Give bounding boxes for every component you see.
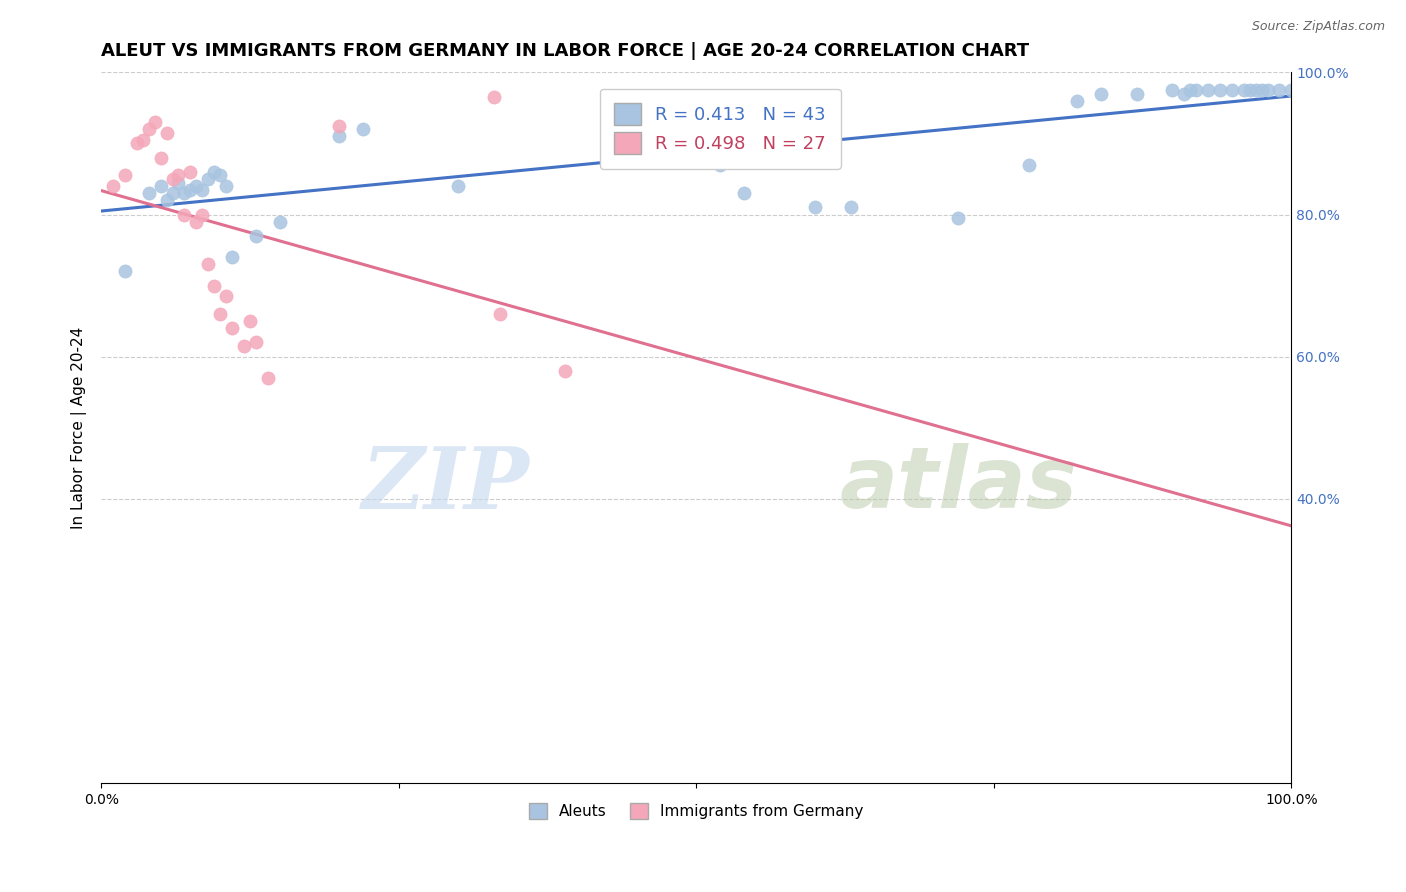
Point — [149, 179, 172, 194]
Point — [114, 169, 136, 183]
Point — [209, 169, 232, 183]
Point — [804, 201, 827, 215]
Point — [1209, 83, 1232, 97]
Point — [1185, 83, 1208, 97]
Point — [256, 371, 278, 385]
Point — [202, 165, 225, 179]
Point — [489, 307, 512, 321]
Text: atlas: atlas — [839, 443, 1077, 526]
Point — [269, 214, 291, 228]
Point — [101, 179, 124, 194]
Point — [1161, 83, 1184, 97]
Point — [167, 169, 190, 183]
Point — [1197, 83, 1219, 97]
Point — [162, 186, 184, 201]
Point — [328, 119, 350, 133]
Point — [179, 183, 201, 197]
Point — [138, 122, 160, 136]
Point — [179, 165, 201, 179]
Point — [197, 172, 219, 186]
Point — [155, 126, 177, 140]
Point — [1279, 83, 1302, 97]
Point — [143, 115, 166, 129]
Point — [191, 183, 214, 197]
Point — [197, 257, 219, 271]
Point — [447, 179, 470, 194]
Legend: Aleuts, Immigrants from Germany: Aleuts, Immigrants from Germany — [523, 797, 870, 825]
Point — [554, 364, 576, 378]
Point — [1178, 83, 1201, 97]
Point — [138, 186, 160, 201]
Point — [1250, 83, 1272, 97]
Point — [1239, 83, 1261, 97]
Point — [1125, 87, 1147, 101]
Point — [1233, 83, 1256, 97]
Point — [221, 321, 243, 335]
Point — [149, 151, 172, 165]
Point — [352, 122, 374, 136]
Point — [209, 307, 232, 321]
Text: ZIP: ZIP — [361, 442, 530, 526]
Point — [233, 339, 256, 353]
Point — [245, 228, 267, 243]
Point — [191, 208, 214, 222]
Point — [114, 264, 136, 278]
Point — [167, 176, 190, 190]
Point — [162, 172, 184, 186]
Point — [215, 289, 238, 303]
Point — [839, 201, 862, 215]
Point — [482, 90, 505, 104]
Point — [215, 179, 238, 194]
Point — [1220, 83, 1243, 97]
Point — [1244, 83, 1267, 97]
Point — [155, 194, 177, 208]
Point — [946, 211, 969, 226]
Point — [132, 133, 155, 147]
Point — [328, 129, 350, 144]
Point — [1257, 83, 1279, 97]
Point — [1018, 158, 1040, 172]
Point — [125, 136, 148, 151]
Point — [1268, 83, 1291, 97]
Point — [733, 186, 755, 201]
Text: ALEUT VS IMMIGRANTS FROM GERMANY IN LABOR FORCE | AGE 20-24 CORRELATION CHART: ALEUT VS IMMIGRANTS FROM GERMANY IN LABO… — [101, 42, 1029, 60]
Point — [173, 208, 195, 222]
Y-axis label: In Labor Force | Age 20-24: In Labor Force | Age 20-24 — [72, 326, 87, 529]
Text: Source: ZipAtlas.com: Source: ZipAtlas.com — [1251, 20, 1385, 33]
Point — [186, 214, 208, 228]
Point — [709, 158, 731, 172]
Point — [239, 314, 262, 328]
Point — [202, 278, 225, 293]
Point — [245, 335, 267, 350]
Point — [173, 186, 195, 201]
Point — [1173, 87, 1195, 101]
Point — [186, 179, 208, 194]
Point — [1066, 94, 1088, 108]
Point — [221, 250, 243, 264]
Point — [1090, 87, 1112, 101]
